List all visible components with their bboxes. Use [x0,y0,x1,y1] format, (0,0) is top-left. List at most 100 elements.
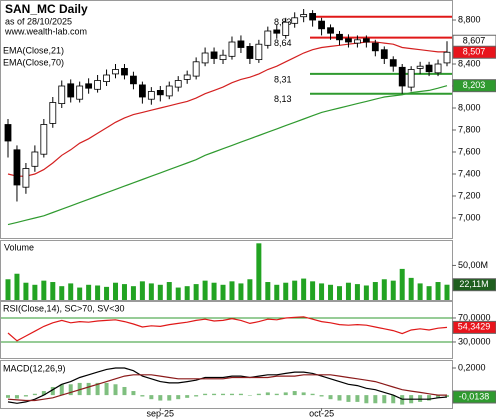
histogram-bar [14,395,19,399]
chart-title: SAN_MC Daily [5,2,88,16]
bar [435,282,441,300]
histogram-bar [221,393,226,396]
bar [121,284,127,300]
histogram-bar [355,395,360,402]
histogram-bar [6,395,10,398]
histogram-bar [418,395,423,402]
candle-body [147,91,155,100]
legend-entry: EMA(Close,21) [3,45,64,55]
legend-entry: EMA(Close,70) [3,57,64,67]
value-label: -0,0138 [459,391,490,401]
histogram-bar [373,395,378,404]
candle-body [327,27,334,34]
y-tick-label: 8,800 [458,14,481,24]
bar [265,282,271,300]
candle-body [49,102,57,124]
candle-body [22,168,30,188]
candle-body [228,41,236,57]
histogram-bar [32,393,37,396]
histogram-bar [292,391,297,396]
histogram-bar [301,392,306,396]
candle-body [76,85,84,100]
candle-body [40,124,48,155]
bar [399,268,405,300]
candle-body [300,14,308,18]
value-label: 22,11M [459,279,488,289]
bar [139,281,145,300]
x-tick-label: sep-25 [147,408,175,418]
panel [0,0,453,239]
bar [211,282,217,300]
bar [41,280,47,300]
candle-body [434,63,442,74]
candle-body [58,85,66,105]
level-label: 8,31 [274,74,292,84]
histogram-bar [391,395,396,404]
histogram-bar [310,393,315,396]
value-label-box [452,278,496,292]
candle-body [121,68,128,76]
candle-body [362,38,370,43]
value-label-box [452,79,496,93]
candle-body [103,74,110,83]
candle-body [255,43,263,61]
candle-body [318,20,325,30]
y-tick-label: 7,000 [458,212,481,222]
histogram-bar [382,395,387,404]
chart-subtitle: as of 28/10/2025 [5,16,72,26]
histogram-bar [59,384,64,396]
candle-body [13,149,21,186]
candle-body [336,33,343,41]
value-label-box [452,390,496,404]
candle-body [416,65,424,69]
histogram-bar [113,384,118,396]
bar [292,280,298,300]
bar [184,286,190,300]
candle-body [371,42,379,52]
bar [104,286,110,300]
histogram-bar [265,392,270,396]
candle-body [112,69,119,75]
bar [363,285,369,300]
candle-body [345,38,352,43]
y-tick-label: 8,000 [458,102,481,112]
histogram-bar [176,395,181,400]
candle-body [156,90,164,96]
candle-body [273,29,281,34]
series-line [7,41,447,177]
candle-body [94,80,101,90]
candle-body [67,83,75,98]
bar [345,282,351,300]
bar [148,283,154,300]
histogram-bar [328,395,333,400]
bar [381,279,387,300]
y-tick-label: 7,800 [458,124,481,134]
histogram-bar [445,395,449,397]
series-line [7,316,448,342]
bar [157,284,163,300]
candle-body [174,80,182,88]
histogram-bar [167,395,172,401]
bar [95,285,101,300]
level-label: 8,64 [274,38,292,48]
histogram-bar [427,395,432,401]
level-label: 8,13 [274,94,292,104]
bar [426,286,432,300]
candle-body [237,40,245,48]
candle-body [425,64,433,73]
histogram-bar [68,384,73,396]
bar [220,284,226,300]
bar [175,287,181,300]
bar [77,287,83,300]
y-tick-label: 70,0000 [458,312,491,322]
candle-body [380,49,388,59]
bar [354,284,360,300]
histogram-bar [337,395,342,401]
candle-body [264,30,272,46]
value-label: 8,607 [463,36,486,46]
y-tick-label: 30,0000 [458,336,491,346]
histogram-bar [274,393,279,396]
bar [247,279,253,300]
candle-body [398,66,406,87]
candle-body [138,84,146,98]
